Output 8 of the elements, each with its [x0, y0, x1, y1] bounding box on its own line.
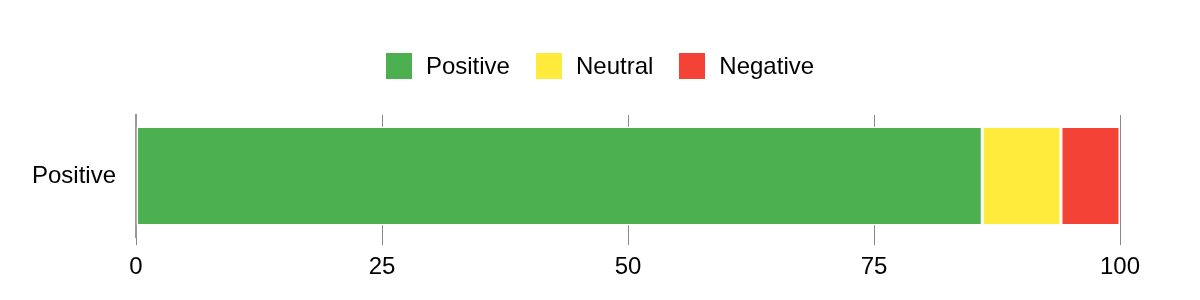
- x-tick-label: 50: [614, 252, 642, 280]
- legend-label: Positive: [425, 52, 510, 80]
- x-tick-label: 25: [368, 252, 396, 280]
- x-tick-label: 0: [129, 252, 143, 280]
- legend-label: Negative: [719, 52, 815, 80]
- x-tick-label: 100: [1099, 252, 1141, 280]
- x-tick-label: 75: [860, 252, 888, 280]
- legend-label: Neutral: [575, 52, 654, 80]
